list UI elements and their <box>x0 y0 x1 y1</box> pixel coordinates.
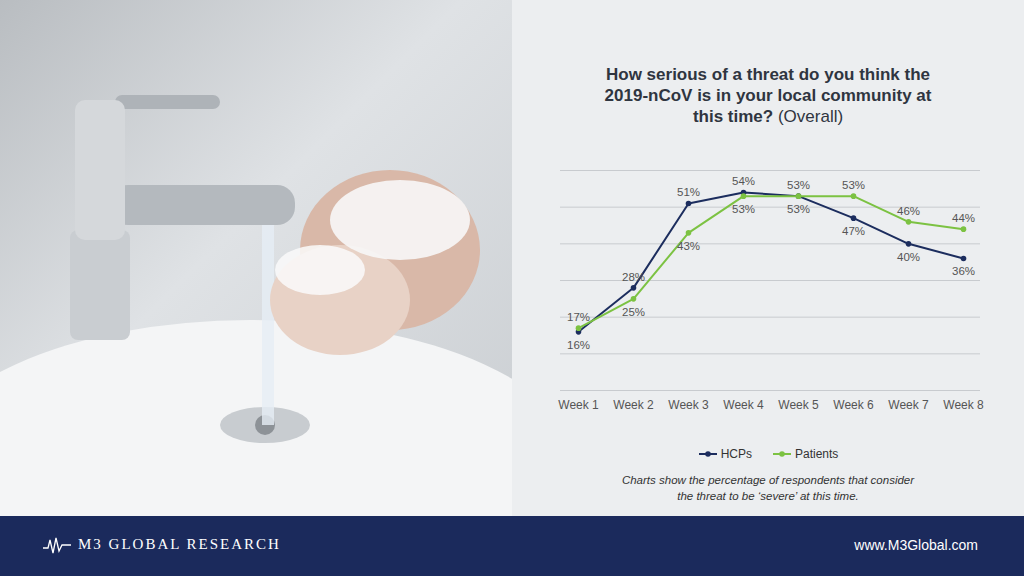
html-text:How serious of a threat do you: How serious of a threat do you think the… <box>604 65 932 126</box>
svg-text:47%: 47% <box>842 225 865 237</box>
svg-text:51%: 51% <box>677 186 700 198</box>
html-text:Charts show the percentage of: Charts show the percentage of respondent… <box>621 474 915 502</box>
svg-text:Week 5: Week 5 <box>778 398 819 412</box>
html-text:M3 GLOBAL RESEARCH: M3 GLOBAL RESEARCH <box>78 536 281 552</box>
svg-text:44%: 44% <box>952 212 975 224</box>
svg-text:16%: 16% <box>567 339 590 351</box>
html-text:HCPs: HCPs <box>720 447 752 461</box>
svg-text:17%: 17% <box>567 311 590 323</box>
html-text:Patients: Patients <box>795 447 839 461</box>
svg-text:Week 6: Week 6 <box>833 398 874 412</box>
svg-text:53%: 53% <box>732 203 755 215</box>
svg-text:40%: 40% <box>897 251 920 263</box>
svg-text:43%: 43% <box>677 240 700 252</box>
svg-text:Week 4: Week 4 <box>723 398 764 412</box>
svg-text:53%: 53% <box>842 179 865 191</box>
svg-text:36%: 36% <box>952 265 975 277</box>
svg-text:53%: 53% <box>787 203 810 215</box>
svg-text:28%: 28% <box>622 271 645 283</box>
svg-text:25%: 25% <box>622 306 645 318</box>
svg-text:Week 3: Week 3 <box>668 398 709 412</box>
svg-text:46%: 46% <box>897 205 920 217</box>
svg-text:54%: 54% <box>732 175 755 187</box>
html-text:www.M3Global.com: www.M3Global.com <box>854 537 978 553</box>
svg-text:Week 7: Week 7 <box>888 398 929 412</box>
svg-text:53%: 53% <box>787 179 810 191</box>
svg-text:Week 8: Week 8 <box>943 398 984 412</box>
svg-text:Week 1: Week 1 <box>558 398 599 412</box>
svg-text:Week 2: Week 2 <box>613 398 654 412</box>
